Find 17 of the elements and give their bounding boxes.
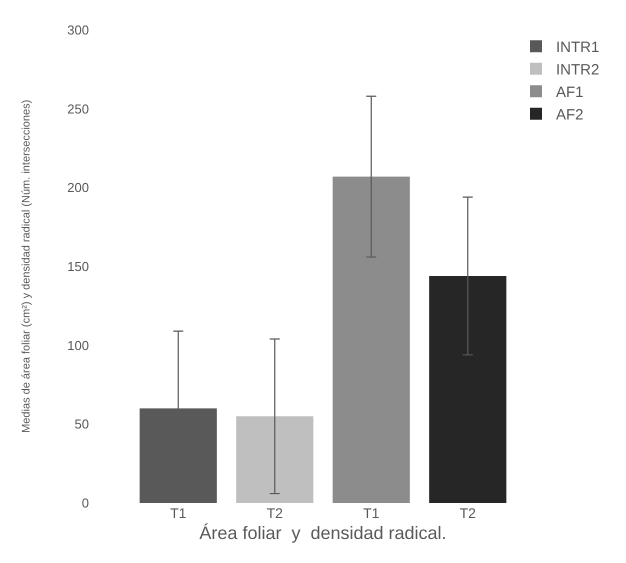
x-tick-label: T2 bbox=[266, 505, 284, 521]
legend-label: INTR1 bbox=[556, 39, 600, 56]
y-tick-label: 300 bbox=[67, 22, 89, 38]
legend-label: AF2 bbox=[556, 106, 584, 124]
legend-label: AF1 bbox=[556, 84, 584, 102]
x-tick-label: T2 bbox=[460, 505, 476, 521]
x-tick-label: T1 bbox=[363, 505, 380, 521]
y-tick-label: 100 bbox=[67, 338, 89, 353]
x-tick-label: T1 bbox=[170, 505, 187, 521]
x-axis-title: Área foliar y densidad radical. bbox=[199, 523, 447, 544]
y-tick-label: 200 bbox=[67, 180, 89, 196]
y-tick-label: 0 bbox=[82, 496, 89, 511]
y-tick-label: 250 bbox=[67, 101, 89, 116]
y-tick-label: 50 bbox=[74, 416, 89, 432]
legend-label: INTR2 bbox=[556, 62, 600, 79]
y-tick-label: 150 bbox=[67, 259, 89, 274]
y-axis-title: Medias de área foliar (cm²) y densidad radical (Núm. intersecciones) bbox=[20, 100, 32, 433]
